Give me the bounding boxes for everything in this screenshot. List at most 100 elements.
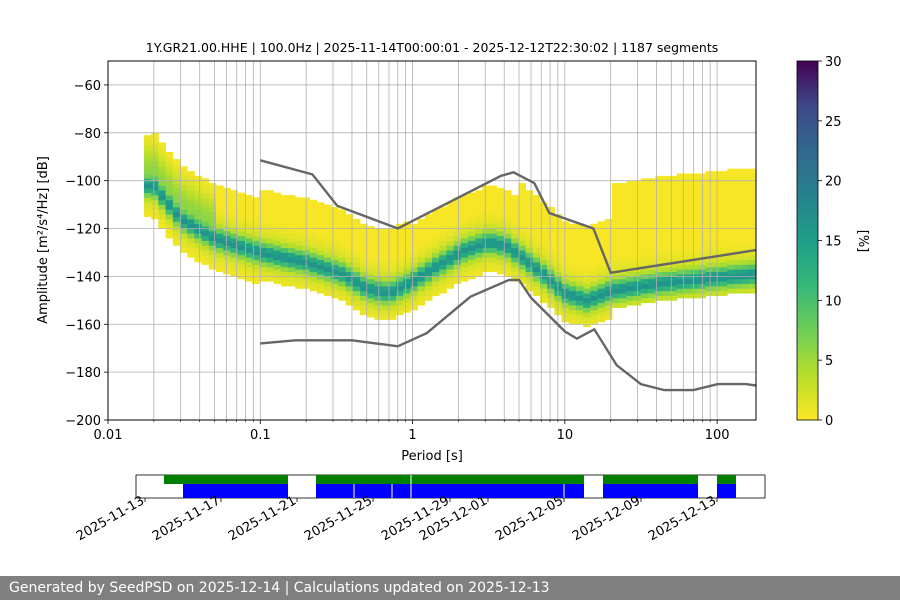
heatmap-cell <box>158 223 166 229</box>
heatmap-cell <box>259 228 267 234</box>
heatmap-cell <box>655 223 663 229</box>
heatmap-cell <box>345 218 354 225</box>
heatmap-cell <box>691 221 699 227</box>
heatmap-cell <box>662 285 670 292</box>
heatmap-cell <box>273 269 282 275</box>
heatmap-cell <box>244 262 253 268</box>
heatmap-cell <box>590 238 598 244</box>
heatmap-cell <box>496 269 505 275</box>
heatmap-cell <box>266 223 274 229</box>
heatmap-cell <box>266 204 274 210</box>
heatmap-cell <box>446 230 454 237</box>
heatmap-cell <box>446 269 454 275</box>
heatmap-cell <box>338 257 346 263</box>
heatmap-cell <box>619 235 627 241</box>
heatmap-cell <box>324 209 332 215</box>
heatmap-cell <box>547 283 555 289</box>
heatmap-cell <box>655 238 663 244</box>
heatmap-cell <box>259 276 267 282</box>
heatmap-cell <box>525 242 534 249</box>
heatmap-cell <box>374 300 382 306</box>
heatmap-cell <box>417 252 426 258</box>
heatmap-cell <box>540 202 548 208</box>
chart-title: 1Y.GR21.00.HHE | 100.0Hz | 2025-11-14T00… <box>146 40 719 55</box>
heatmap-cell <box>165 223 174 229</box>
heatmap-cell <box>223 202 231 208</box>
heatmap-cell <box>748 168 757 174</box>
heatmap-cell <box>576 266 584 273</box>
heatmap-cell <box>748 187 757 194</box>
colorbar-gradient <box>796 60 819 421</box>
heatmap-cell <box>626 185 634 191</box>
heatmap-cell <box>352 228 361 234</box>
heatmap-cell <box>496 254 505 261</box>
heatmap-cell <box>432 247 440 253</box>
heatmap-cell <box>338 281 346 287</box>
heatmap-cell <box>561 221 570 227</box>
heatmap-cell <box>561 259 570 265</box>
heatmap-cell <box>417 228 426 234</box>
heatmap-cell <box>655 218 663 225</box>
availability-bar-blue <box>717 484 736 498</box>
heatmap-cell <box>432 281 440 287</box>
heatmap-cell <box>273 254 282 261</box>
heatmap-cell <box>619 230 627 237</box>
heatmap-cell <box>482 204 490 210</box>
heatmap-cell <box>266 214 274 220</box>
heatmap-cell <box>489 204 498 210</box>
heatmap-cell <box>496 216 505 222</box>
heatmap-cell <box>626 223 634 229</box>
heatmap-cell <box>338 276 346 282</box>
heatmap-cell <box>568 271 577 277</box>
heatmap-cell <box>230 223 238 229</box>
heatmap-cell <box>331 216 339 222</box>
heatmap-cell <box>482 190 490 196</box>
heatmap-cell <box>662 214 670 220</box>
heatmap-cell <box>504 195 512 201</box>
heatmap-cell <box>352 266 361 273</box>
heatmap-cell <box>187 195 195 201</box>
heatmap-cell <box>396 247 404 253</box>
heatmap-cell <box>540 235 548 241</box>
heatmap-cell <box>172 192 181 198</box>
heatmap-cell <box>748 197 757 203</box>
heatmap-cell <box>388 242 397 249</box>
heatmap-cell <box>331 264 339 270</box>
heatmap-cell <box>612 216 620 222</box>
heatmap-cell <box>727 168 735 174</box>
heatmap-cell <box>590 314 598 320</box>
heatmap-cell <box>367 235 375 241</box>
heatmap-cell <box>518 211 526 217</box>
heatmap-cell <box>352 271 361 277</box>
heatmap-cell <box>518 240 526 246</box>
heatmap-cell <box>374 266 382 273</box>
heatmap-cell <box>640 269 649 275</box>
heatmap-cell <box>432 214 440 220</box>
heatmap-cell <box>424 252 433 258</box>
heatmap-cell <box>309 276 318 282</box>
heatmap-cell <box>583 240 591 246</box>
heatmap-cell <box>244 214 253 220</box>
heatmap-cell <box>374 252 382 258</box>
heatmap-cell <box>518 278 526 284</box>
heatmap-cell <box>655 180 663 186</box>
heatmap-cell <box>410 233 418 239</box>
heatmap-cell <box>331 245 339 251</box>
heatmap-cell <box>403 283 411 289</box>
heatmap-cell <box>540 297 548 304</box>
heatmap-cell <box>712 180 721 186</box>
heatmap-cell <box>568 223 577 229</box>
heatmap-cell <box>540 240 548 246</box>
heatmap-cell <box>705 195 714 201</box>
heatmap-cell <box>194 190 202 196</box>
heatmap-cell <box>504 242 512 249</box>
heatmap-cell <box>720 247 728 253</box>
heatmap-cell <box>259 214 267 220</box>
heatmap-cell <box>187 209 195 215</box>
heatmap-cell <box>741 173 750 179</box>
heatmap-cell <box>151 204 159 210</box>
heatmap-cell <box>237 254 246 261</box>
heatmap-cell <box>496 259 505 265</box>
heatmap-cell <box>266 238 274 244</box>
heatmap-cell <box>403 293 411 299</box>
